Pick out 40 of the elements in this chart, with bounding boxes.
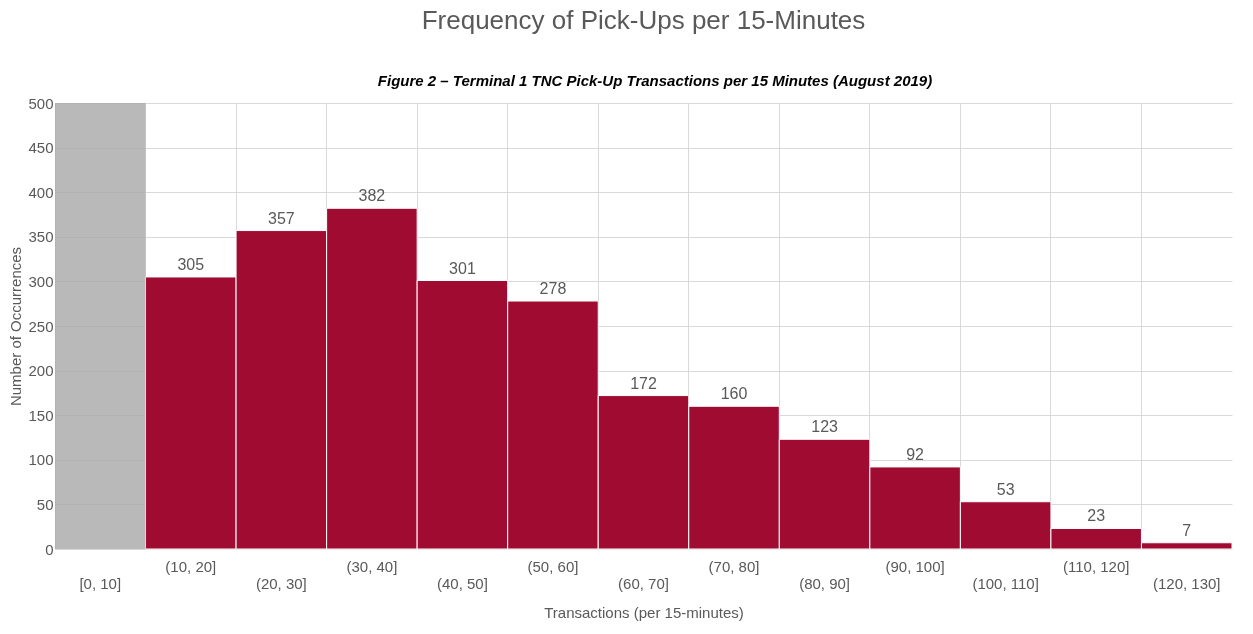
- data-label: 23: [1087, 507, 1106, 525]
- caption: Figure 2 – Terminal 1 TNC Pick-Up Transactions per 15 Minutes (August 2019): [377, 72, 933, 89]
- x-tick-label: (120, 130]: [1152, 574, 1221, 592]
- x-tick-label: (80, 90]: [799, 574, 851, 592]
- x-tick-label: (20, 30]: [255, 574, 307, 592]
- x-tick-label: (100, 110]: [972, 574, 1039, 592]
- x-tick-label: (30, 40]: [346, 557, 398, 575]
- data-label: 172: [630, 374, 657, 392]
- data-label: 278: [539, 280, 567, 298]
- y-axis-title: Number of Occurrences: [7, 246, 25, 407]
- data-label: 357: [267, 209, 295, 227]
- y-tick-label: 0: [45, 540, 54, 558]
- data-label: 305: [177, 255, 205, 273]
- y-tick-label: 350: [28, 228, 54, 246]
- y-tick-label: 450: [28, 139, 54, 157]
- data-label: 92: [906, 445, 925, 463]
- data-label: 53: [996, 480, 1015, 498]
- x-tick-label: (60, 70]: [618, 574, 669, 592]
- y-tick-label: 500: [28, 94, 54, 112]
- x-tick-label: (110, 120]: [1062, 557, 1130, 575]
- y-tick-label: 400: [28, 183, 54, 201]
- chart-title: Frequency of Pick-Ups per 15-Minutes: [421, 5, 866, 35]
- x-tick-label: (40, 50]: [436, 574, 488, 592]
- x-tick-label: (50, 60]: [527, 557, 579, 575]
- x-tick-label: (10, 20]: [165, 557, 217, 575]
- x-tick-label: [0, 10]: [79, 574, 122, 592]
- data-label: 123: [811, 418, 839, 436]
- y-tick-label: 150: [28, 406, 54, 424]
- y-tick-label: 250: [28, 317, 54, 335]
- data-label: 382: [358, 187, 386, 205]
- x-tick-label: (70, 80]: [708, 557, 760, 575]
- y-tick-label: 300: [28, 272, 54, 290]
- y-tick-label: 200: [28, 362, 54, 380]
- x-tick-label: (90, 100]: [885, 557, 945, 575]
- y-tick-label: 50: [36, 495, 54, 513]
- data-label: 160: [720, 385, 748, 403]
- x-axis-title: Transactions (per 15-minutes): [544, 603, 744, 621]
- data-label: 7: [1182, 521, 1192, 539]
- y-tick-label: 100: [28, 451, 54, 469]
- data-label: 301: [449, 259, 476, 277]
